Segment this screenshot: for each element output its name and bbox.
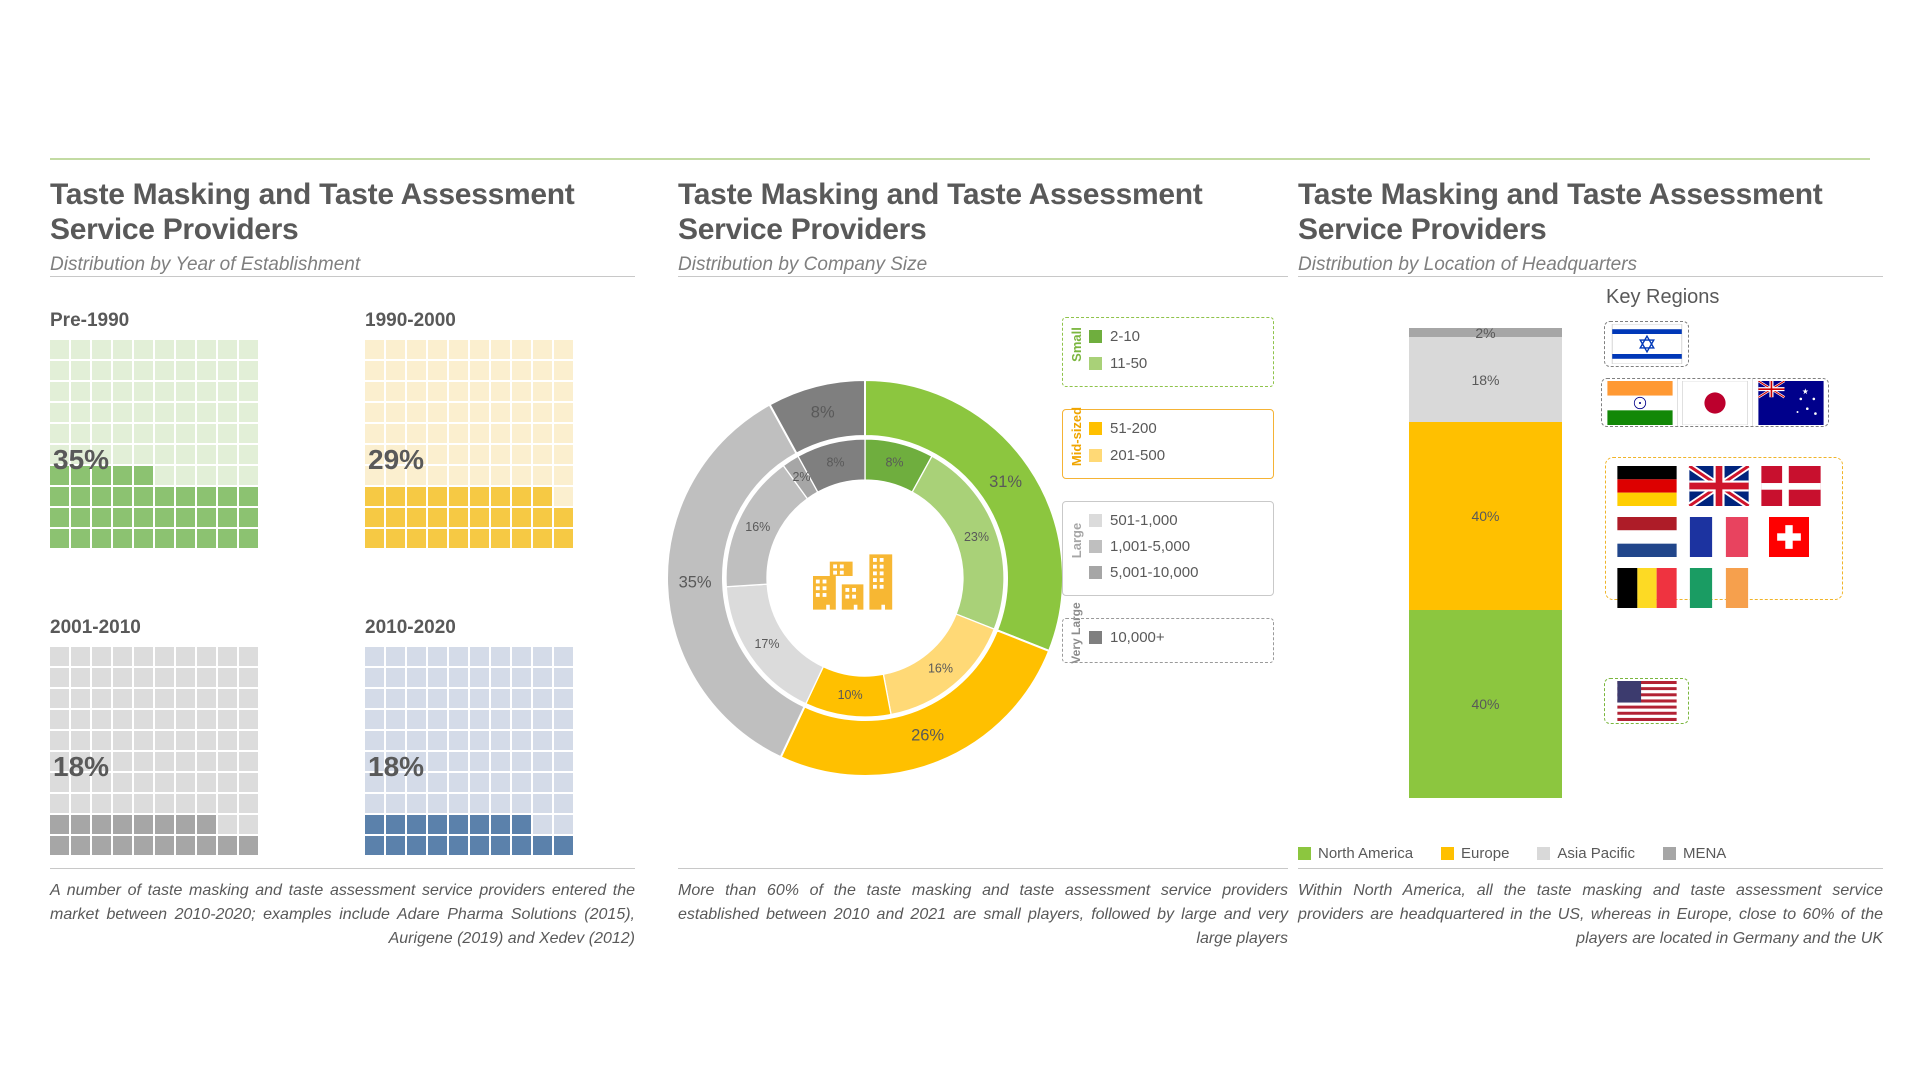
svg-text:8%: 8% [826, 455, 844, 469]
svg-text:26%: 26% [911, 726, 944, 744]
svg-text:8%: 8% [885, 455, 903, 469]
svg-text:17%: 17% [754, 636, 779, 650]
svg-text:16%: 16% [745, 519, 770, 533]
svg-text:16%: 16% [928, 661, 953, 675]
svg-text:8%: 8% [811, 403, 835, 421]
svg-text:23%: 23% [964, 530, 989, 544]
svg-text:31%: 31% [989, 472, 1022, 490]
svg-text:10%: 10% [838, 687, 863, 701]
svg-text:2%: 2% [792, 470, 810, 484]
svg-text:35%: 35% [679, 573, 712, 591]
